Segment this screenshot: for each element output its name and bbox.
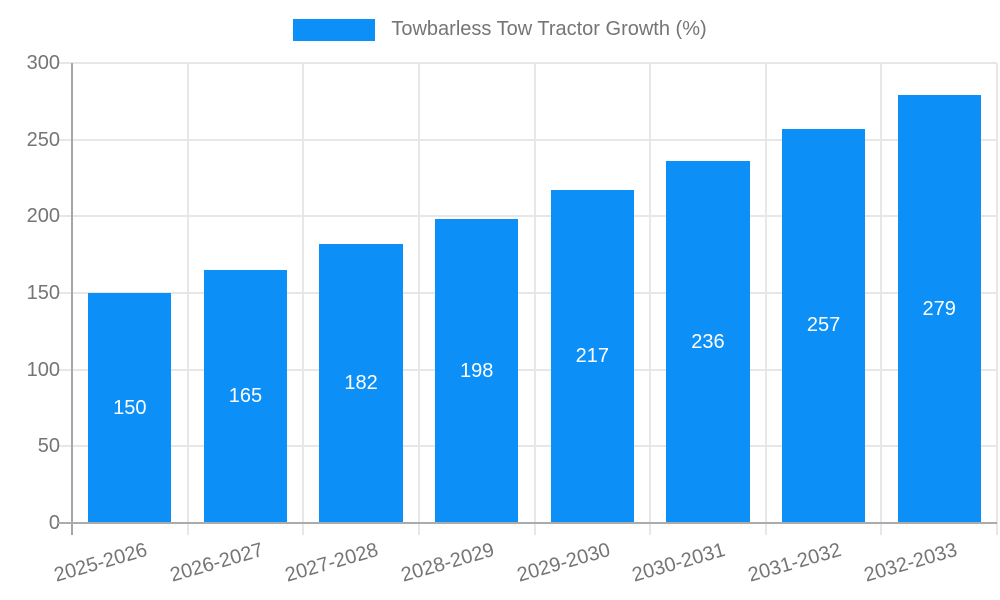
vertical-gridline bbox=[533, 63, 536, 535]
y-axis-line bbox=[71, 63, 73, 535]
plot-area: 150 165 182 198 217 236 257 279 0 50 100 150 200 250… bbox=[27, 53, 998, 587]
x-tick-label: 2030-2031 bbox=[629, 539, 729, 587]
bar-2028-2029: 198 bbox=[435, 219, 519, 523]
y-tick-label: 250 bbox=[26, 128, 60, 151]
horizontal-gridline bbox=[58, 215, 997, 218]
bar-value-label: 165 bbox=[228, 385, 263, 407]
vertical-gridline bbox=[649, 63, 652, 535]
bar-value-label: 150 bbox=[113, 396, 147, 419]
horizontal-gridline bbox=[58, 445, 997, 448]
bar-value-label: 279 bbox=[922, 297, 956, 320]
vertical-gridline bbox=[996, 63, 998, 535]
x-tick-label: 2032-2033 bbox=[861, 539, 960, 587]
y-tick-label: 300 bbox=[26, 52, 60, 74]
x-tick-label: 2025-2026 bbox=[51, 539, 150, 587]
vertical-gridline bbox=[302, 63, 305, 535]
vertical-gridline bbox=[186, 63, 189, 535]
x-tick-label: 2028-2029 bbox=[398, 539, 497, 587]
bar-2030-2031: 236 bbox=[666, 161, 750, 523]
chart-legend: Towbarless Tow Tractor Growth (%) bbox=[0, 18, 1000, 41]
bar-2032-2033: 279 bbox=[897, 95, 981, 523]
x-tick-label: 2027-2028 bbox=[283, 539, 382, 587]
bar-2029-2030: 217 bbox=[550, 190, 634, 523]
bar-value-label: 182 bbox=[344, 371, 378, 394]
bar-value-label: 198 bbox=[460, 359, 494, 382]
x-tick-label: 2031-2032 bbox=[745, 539, 844, 587]
legend-label: Towbarless Tow Tractor Growth (%) bbox=[391, 18, 707, 40]
horizontal-gridline bbox=[58, 368, 997, 371]
bar-2027-2028: 182 bbox=[319, 243, 403, 523]
legend-swatch bbox=[293, 18, 376, 41]
vertical-gridline bbox=[764, 63, 767, 535]
horizontal-gridline bbox=[58, 292, 997, 294]
x-tick-label: 2026-2027 bbox=[167, 539, 266, 587]
bar-value-label: 217 bbox=[575, 345, 609, 368]
vertical-gridline bbox=[880, 63, 883, 535]
y-tick-label: 200 bbox=[26, 205, 60, 228]
bar-value-label: 236 bbox=[691, 330, 725, 353]
y-tick-label: 100 bbox=[26, 358, 60, 381]
horizontal-gridline bbox=[58, 62, 997, 64]
y-tick-label: 50 bbox=[37, 435, 60, 458]
x-tick-label: 2029-2030 bbox=[514, 539, 613, 587]
bar-2025-2026: 150 bbox=[88, 293, 172, 523]
bar-2031-2032: 257 bbox=[781, 128, 866, 523]
bar-2026-2027: 165 bbox=[203, 270, 288, 523]
x-axis-line bbox=[58, 522, 997, 524]
y-tick-label: 150 bbox=[26, 282, 60, 304]
vertical-gridline bbox=[417, 63, 420, 535]
horizontal-gridline bbox=[58, 138, 997, 141]
bar-value-label: 257 bbox=[806, 314, 841, 337]
y-tick-label: 0 bbox=[48, 512, 60, 534]
